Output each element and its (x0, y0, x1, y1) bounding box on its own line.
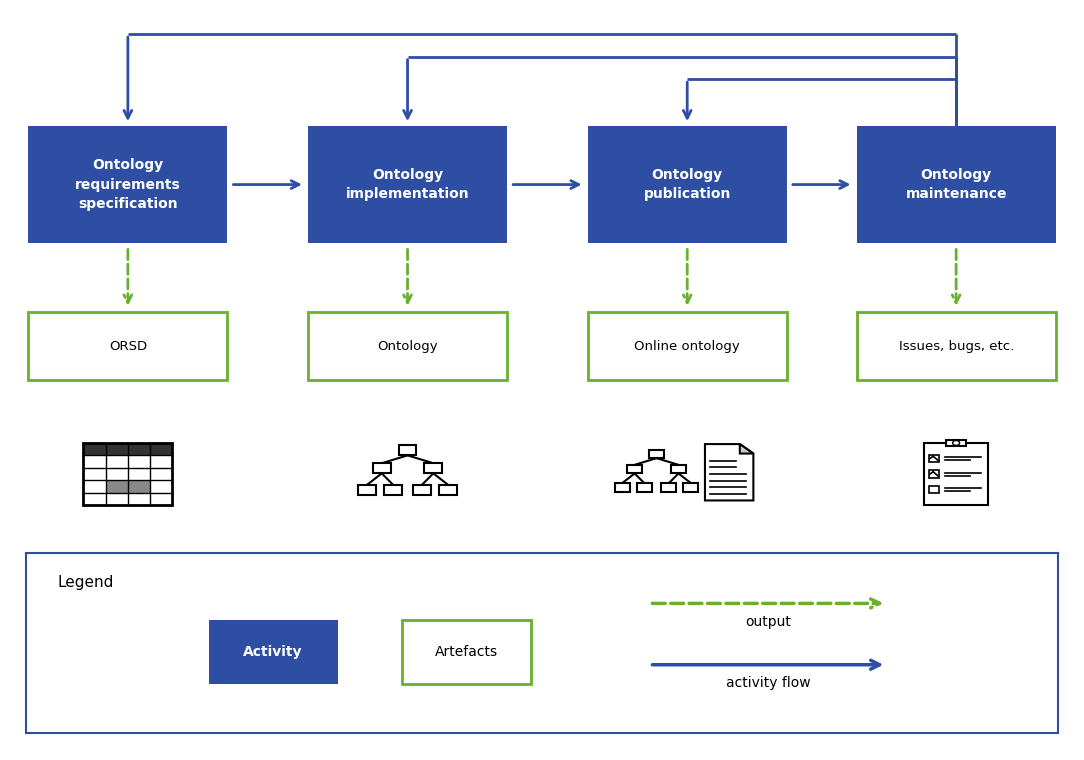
FancyBboxPatch shape (26, 553, 1058, 733)
FancyBboxPatch shape (308, 126, 507, 243)
FancyBboxPatch shape (28, 312, 228, 380)
Bar (413, 485, 431, 495)
Text: Ontology
maintenance: Ontology maintenance (905, 168, 1007, 201)
Bar (946, 440, 966, 446)
FancyBboxPatch shape (856, 312, 1056, 380)
Bar (83, 443, 172, 455)
Text: ORSD: ORSD (108, 340, 147, 353)
Bar (627, 465, 642, 473)
Polygon shape (739, 444, 753, 454)
Text: Activity: Activity (243, 645, 302, 659)
Text: Issues, bugs, etc.: Issues, bugs, etc. (899, 340, 1014, 353)
Bar (661, 483, 676, 492)
Text: Ontology
requirements
specification: Ontology requirements specification (75, 158, 181, 211)
Text: Legend: Legend (57, 575, 114, 591)
Bar (636, 483, 651, 492)
Bar (83, 443, 172, 505)
Bar (359, 485, 376, 495)
Bar (105, 480, 128, 492)
FancyBboxPatch shape (28, 126, 228, 243)
Bar (384, 485, 402, 495)
Bar (439, 485, 456, 495)
Bar (649, 449, 664, 458)
FancyBboxPatch shape (588, 126, 787, 243)
Circle shape (953, 441, 959, 445)
Bar (425, 464, 442, 473)
Bar (615, 483, 630, 492)
Text: Online ontology: Online ontology (634, 340, 740, 353)
FancyBboxPatch shape (588, 312, 787, 380)
FancyBboxPatch shape (208, 620, 337, 684)
Bar (924, 443, 989, 505)
FancyBboxPatch shape (856, 126, 1056, 243)
Bar (929, 454, 940, 462)
Bar (929, 470, 940, 477)
Bar (399, 445, 416, 455)
Text: Ontology
publication: Ontology publication (644, 168, 731, 201)
Text: Ontology
implementation: Ontology implementation (346, 168, 469, 201)
Bar (671, 465, 686, 473)
FancyBboxPatch shape (402, 620, 531, 684)
Bar (929, 486, 940, 493)
Bar (128, 480, 150, 492)
Bar (373, 464, 390, 473)
Polygon shape (705, 444, 753, 500)
Bar (683, 483, 698, 492)
Text: Ontology: Ontology (377, 340, 438, 353)
Text: activity flow: activity flow (725, 676, 810, 690)
FancyBboxPatch shape (308, 312, 507, 380)
Text: output: output (745, 615, 791, 629)
Text: Artefacts: Artefacts (435, 645, 499, 659)
